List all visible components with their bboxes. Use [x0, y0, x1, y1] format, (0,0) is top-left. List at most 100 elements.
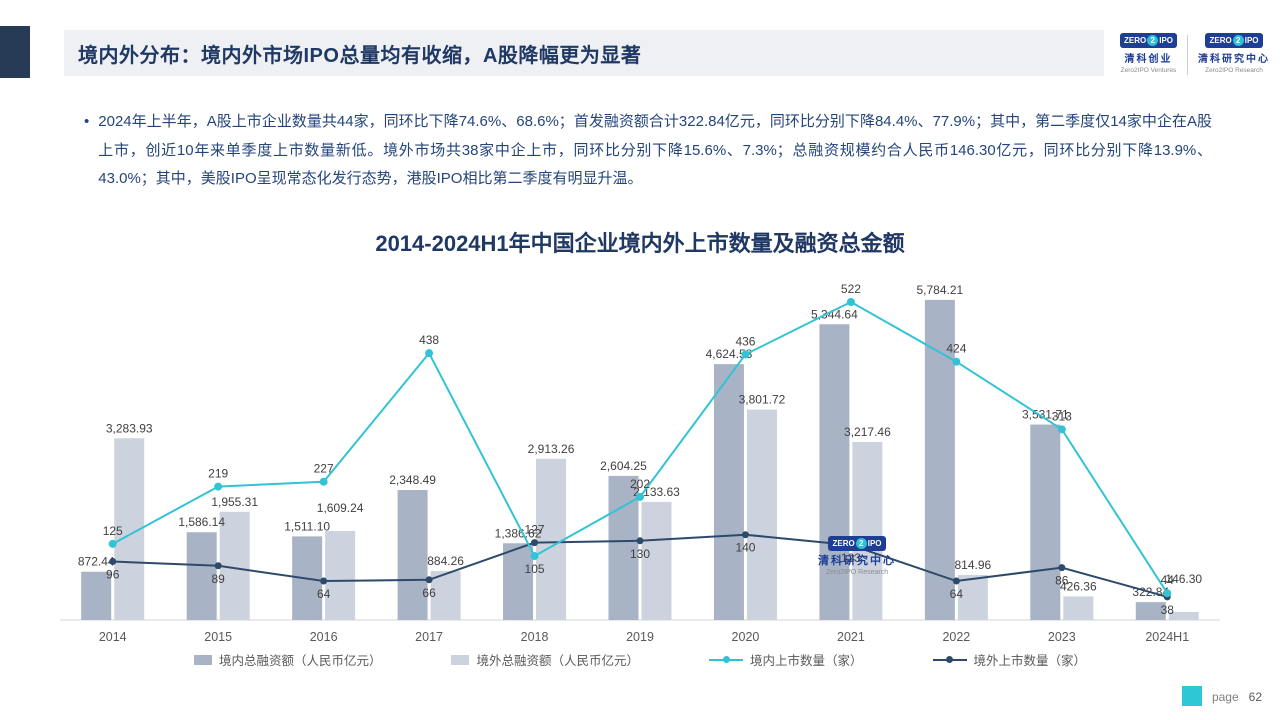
- point-label-overseas: 123: [841, 551, 861, 565]
- bar-label-overseas: 426.36: [1060, 579, 1097, 593]
- point-label-overseas: 130: [630, 547, 650, 561]
- point-label-domestic: 125: [103, 524, 123, 538]
- bar-label-domestic: 1,386.62: [495, 526, 542, 540]
- logo-research-en-label: Zero2IPO Research: [1205, 67, 1263, 74]
- point-domestic: [1163, 589, 1172, 598]
- point-label-overseas: 140: [735, 541, 755, 555]
- x-tick-label: 2019: [626, 630, 654, 644]
- bar-overseas: [536, 458, 567, 620]
- bar-label-domestic: 1,511.10: [284, 519, 330, 533]
- point-label-overseas: 64: [317, 587, 331, 601]
- point-overseas: [952, 577, 960, 585]
- legend-label: 境内总融资额（人民币亿元）: [218, 654, 382, 668]
- x-tick-label: 2020: [732, 630, 760, 644]
- legend-item-1: 境外总融资额（人民币亿元）: [451, 650, 639, 669]
- logo-zero2ipo-research: ZERO 2 IPO 清科研究中心 Zero2IPO Research: [1198, 33, 1270, 74]
- summary-text: 2024年上半年，A股上市企业数量共44家，同环比下降74.6%、68.6%；首…: [98, 113, 1212, 187]
- point-label-overseas: 96: [106, 568, 120, 582]
- bar-overseas: [746, 409, 777, 620]
- legend-bar-swatch: [451, 654, 470, 665]
- point-label-domestic: 424: [946, 342, 966, 356]
- title-accent-block: [0, 26, 30, 78]
- logo-mark-ipo: IPO: [1159, 35, 1173, 45]
- bar-domestic: [1135, 602, 1166, 620]
- watermark-cn-label: 清科研究中心: [818, 555, 896, 567]
- point-label-domestic: 313: [1052, 409, 1072, 423]
- logo-mark-two: 2: [1232, 35, 1244, 46]
- bar-domestic: [819, 324, 850, 620]
- bar-overseas: [325, 530, 356, 620]
- point-overseas: [320, 577, 328, 585]
- x-tick-label: 2021: [837, 630, 865, 644]
- legend-label: 境内上市数量（家）: [750, 654, 863, 668]
- point-label-overseas: 89: [212, 572, 226, 586]
- bar-label-domestic: 872.44: [78, 555, 115, 569]
- point-label-domestic: 438: [419, 333, 439, 347]
- bar-label-domestic: 2,348.49: [389, 473, 436, 487]
- point-overseas: [1058, 564, 1066, 572]
- bar-label-overseas: 146.30: [1165, 572, 1202, 586]
- bar-label-overseas: 2,133.63: [633, 485, 680, 499]
- bar-label-overseas: 814.96: [955, 558, 992, 572]
- legend-label: 境外上市数量（家）: [973, 654, 1087, 668]
- watermark-logo: ZERO 2 IPO 清科研究中心 Zero2IPO Research: [818, 536, 896, 576]
- legend-bar-swatch: [193, 654, 212, 665]
- logo-mark-ipo: IPO: [1244, 35, 1259, 45]
- point-domestic: [952, 357, 961, 366]
- point-label-overseas: 64: [950, 587, 964, 601]
- bar-label-overseas: 1,955.31: [211, 495, 258, 509]
- logo-ventures-cn-label: 清科创业: [1124, 54, 1173, 65]
- logo-divider: [1187, 35, 1188, 75]
- bar-label-overseas: 3,283.93: [106, 421, 153, 435]
- legend-item-0: 境内总融资额（人民币亿元）: [193, 650, 382, 669]
- bar-label-domestic: 4,624.58: [706, 347, 753, 361]
- chart-legend: 境内总融资额（人民币亿元） 境外总融资额（人民币亿元） 境内上市数量（家） 境外上市数…: [60, 650, 1220, 669]
- x-tick-label: 2016: [310, 630, 338, 644]
- point-label-domestic: 436: [735, 334, 755, 348]
- bar-domestic: [503, 543, 534, 620]
- x-tick-label: 2017: [415, 630, 443, 644]
- logo-zero2ipo-ventures: ZERO 2 IPO 清科创业 Zero2IPO Ventures: [1119, 33, 1177, 74]
- legend-item-3: 境外上市数量（家）: [932, 650, 1087, 669]
- bar-overseas: [641, 501, 672, 620]
- x-tick-label: 2014: [99, 630, 127, 644]
- bar-label-overseas: 884.26: [427, 554, 464, 568]
- x-tick-label: 2023: [1048, 630, 1076, 644]
- point-domestic: [1057, 425, 1066, 434]
- point-overseas: [636, 537, 644, 545]
- point-domestic: [530, 552, 539, 561]
- chart: 872.44 3,283.93 2014 1,586.14 1,955.31 2015 1,…: [60, 268, 1220, 660]
- logo-mark-zero: ZERO: [1123, 35, 1147, 45]
- point-overseas: [109, 558, 117, 566]
- chart-title: 2014-2024H1年中国企业境内外上市数量及融资总金额: [375, 231, 905, 256]
- point-label-domestic: 105: [525, 562, 545, 576]
- point-domestic: [214, 482, 223, 491]
- bar-domestic: [397, 490, 428, 620]
- point-label-domestic: 44: [1161, 573, 1175, 587]
- bar-label-overseas: 3,801.72: [739, 393, 786, 407]
- bar-domestic: [81, 571, 112, 620]
- legend-line-marker: [722, 656, 730, 663]
- zero2ipo-ventures-logo-icon: ZERO 2 IPO: [1119, 33, 1177, 48]
- logo-mark-ipo: IPO: [867, 538, 882, 548]
- point-label-overseas: 86: [1055, 574, 1069, 588]
- logo-mark-zero: ZERO: [832, 538, 855, 548]
- logo-mark-zero: ZERO: [1209, 35, 1232, 45]
- point-overseas: [425, 576, 433, 584]
- point-domestic: [108, 539, 117, 548]
- x-tick-label: 2024H1: [1145, 630, 1189, 644]
- title-band: 境内外分布：境内外市场IPO总量均有收缩，A股降幅更为显著: [64, 30, 1104, 76]
- bar-label-overseas: 2,913.26: [528, 442, 575, 456]
- bar-label-overseas: 1,609.24: [317, 501, 364, 515]
- bar-label-domestic: 2,604.25: [600, 459, 647, 473]
- watermark-en-label: Zero2IPO Research: [825, 569, 889, 576]
- header-logos: ZERO 2 IPO 清科创业 Zero2IPO Ventures ZERO 2 IPO…: [1119, 33, 1270, 75]
- legend-item-2: 境内上市数量（家）: [709, 650, 863, 669]
- point-label-domestic: 219: [208, 467, 228, 481]
- point-label-domestic: 227: [314, 462, 334, 476]
- bar-domestic: [713, 364, 744, 620]
- x-tick-label: 2022: [942, 630, 970, 644]
- point-domestic: [741, 350, 750, 359]
- point-label-overseas: 127: [525, 523, 545, 537]
- bar-overseas: [1168, 611, 1199, 620]
